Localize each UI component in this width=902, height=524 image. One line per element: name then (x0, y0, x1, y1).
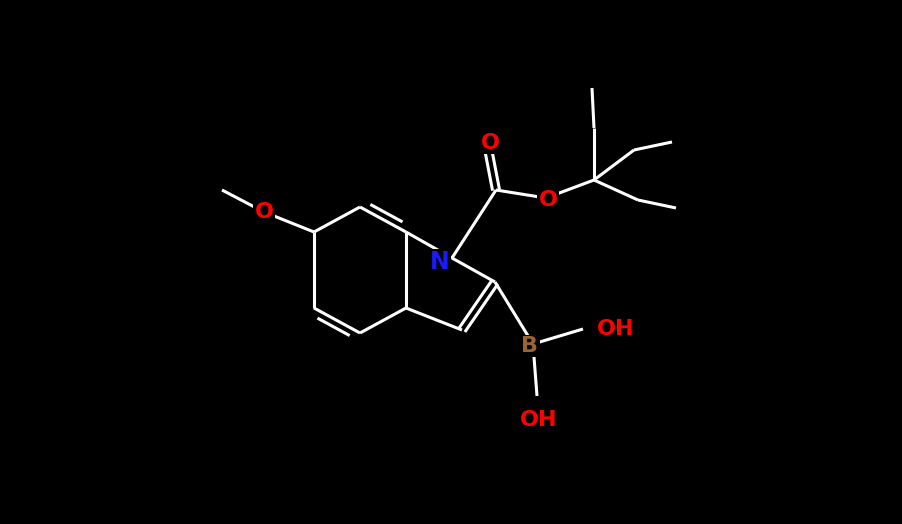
Text: O: O (254, 202, 273, 222)
Text: N: N (429, 250, 449, 274)
Text: B: B (521, 336, 538, 356)
Text: OH: OH (520, 410, 557, 430)
Text: OH: OH (596, 319, 634, 339)
Text: O: O (538, 190, 557, 210)
Text: O: O (480, 133, 499, 153)
